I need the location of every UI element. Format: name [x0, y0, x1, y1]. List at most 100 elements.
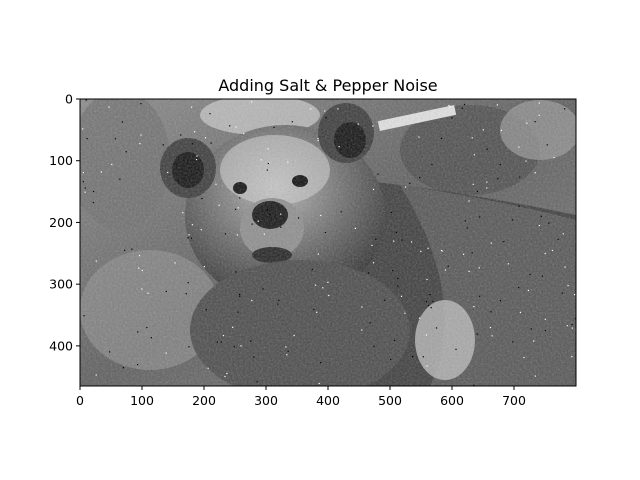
noise-speck [262, 288, 264, 290]
noise-speck [193, 131, 196, 133]
noise-speck [253, 356, 255, 358]
noise-speck [401, 239, 403, 241]
y-tick-label: 200 [49, 215, 73, 230]
noise-speck [464, 220, 466, 222]
noise-speck [191, 224, 193, 226]
noise-speck [239, 295, 241, 297]
noise-speck [431, 163, 433, 166]
noise-speck [314, 284, 317, 286]
noise-speck [251, 299, 253, 302]
noise-speck [541, 275, 544, 277]
noise-speck [533, 340, 535, 342]
noise-speck [486, 148, 488, 150]
noise-speck [122, 367, 124, 369]
noise-speck [165, 290, 167, 293]
noise-speck [138, 254, 141, 257]
figure-title: Adding Salt & Pepper Noise [218, 76, 437, 95]
noise-speck [427, 304, 430, 307]
noise-speck [190, 237, 193, 239]
noise-speck [410, 241, 413, 243]
noise-speck [519, 311, 522, 314]
noise-speck [114, 138, 117, 140]
noise-speck [209, 113, 211, 115]
noise-speck [86, 137, 88, 140]
noise-speck [324, 110, 326, 112]
noise-speck [310, 108, 312, 110]
noise-speck [201, 197, 203, 200]
noise-speck [361, 306, 363, 308]
noise-speck [511, 219, 514, 221]
noise-speck [357, 123, 359, 125]
noise-speck [297, 217, 300, 219]
noise-speck [188, 346, 190, 348]
noise-speck [338, 145, 340, 148]
noise-speck [111, 163, 113, 166]
noise-speck [512, 341, 514, 343]
noise-speck [287, 161, 289, 163]
noise-speck [499, 299, 502, 302]
noise-speck [269, 213, 271, 216]
noise-speck [200, 229, 202, 231]
noise-speck [167, 171, 169, 174]
noise-speck [108, 106, 110, 108]
noise-speck [320, 361, 322, 364]
noise-speck [226, 372, 228, 375]
noise-speck [207, 367, 209, 369]
noise-speck [280, 213, 282, 215]
noise-speck [185, 293, 187, 295]
noise-speck [210, 142, 212, 144]
noise-speck [222, 335, 225, 337]
noise-speck [263, 233, 265, 235]
noise-speck [440, 137, 442, 140]
noise-speck [136, 363, 139, 366]
noise-speck [411, 355, 414, 358]
noise-speck [573, 294, 576, 296]
noise-speck [139, 143, 141, 145]
noise-speck [435, 327, 438, 329]
noise-speck [419, 176, 421, 179]
y-tick-label: 100 [49, 153, 73, 168]
noise-speck [268, 162, 270, 164]
noise-speck [420, 250, 422, 252]
noise-speck [84, 191, 86, 193]
noise-speck [287, 350, 289, 352]
x-tick-label: 200 [192, 393, 216, 408]
noise-speck [529, 273, 531, 276]
noise-speck [82, 181, 84, 183]
noise-speck [317, 140, 319, 142]
noise-speck [574, 318, 576, 320]
noise-speck [131, 248, 133, 250]
noise-speck [468, 200, 470, 202]
noise-speck [188, 234, 190, 236]
x-tick-label: 600 [440, 393, 464, 408]
noise-speck [92, 190, 95, 193]
noise-speck [486, 187, 488, 189]
noise-speck [397, 285, 399, 287]
noise-speck [471, 137, 473, 139]
noise-speck [422, 356, 424, 358]
noise-speck [371, 244, 373, 246]
noise-speck [472, 183, 474, 185]
noise-speck [123, 249, 126, 251]
noise-speck [491, 335, 493, 337]
noise-speck [471, 252, 473, 254]
noise-speck [256, 381, 258, 383]
noise-speck [369, 322, 371, 324]
noise-speck [229, 125, 231, 127]
noise-speck [224, 375, 226, 378]
noise-speck [397, 277, 399, 280]
noise-speck [429, 293, 431, 296]
x-tick-label: 100 [130, 393, 154, 408]
y-tick-label: 0 [65, 92, 73, 107]
noise-speck [162, 144, 164, 146]
noise-speck [461, 107, 463, 109]
noise-speck [427, 247, 429, 249]
noise-speck [544, 318, 546, 320]
noise-speck [322, 287, 324, 289]
noise-speck [320, 214, 322, 217]
noise-speck [267, 148, 269, 150]
noise-speck [318, 382, 320, 385]
x-tick-label: 400 [316, 393, 340, 408]
noise-speck [482, 129, 484, 131]
noise-speck [534, 172, 536, 174]
